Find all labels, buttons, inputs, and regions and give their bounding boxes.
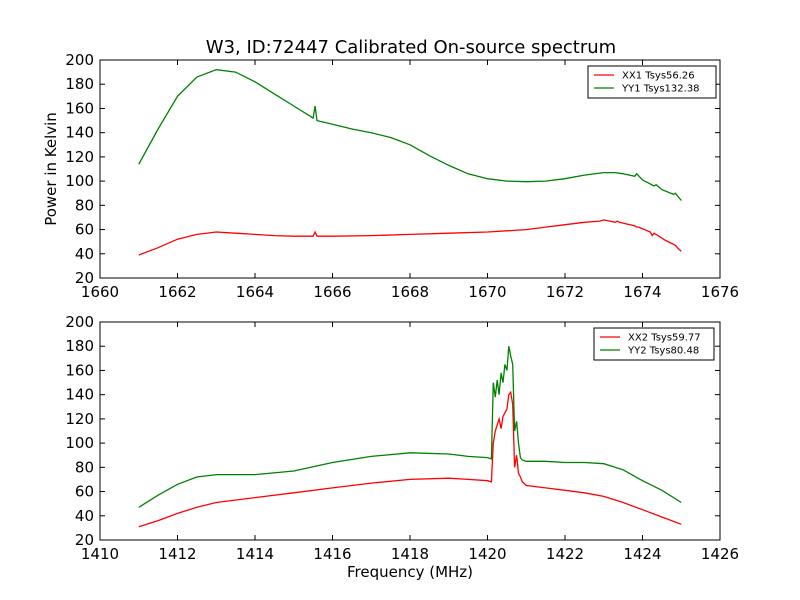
y-tick-label: 80 <box>75 458 94 476</box>
x-tick-label: 1664 <box>236 283 274 301</box>
legend-label: XX1 Tsys56.26 <box>622 71 695 82</box>
x-tick-label: 1676 <box>701 283 739 301</box>
legend-box <box>587 65 717 99</box>
y-tick-label: 40 <box>75 245 94 263</box>
x-axis-label: Frequency (MHz) <box>347 563 473 581</box>
x-tick-label: 1426 <box>701 545 739 563</box>
x-tick-label: 1416 <box>313 545 351 563</box>
series-line-bottom-1 <box>138 390 682 528</box>
x-tick-label: 1412 <box>158 545 196 563</box>
y-tick-label: 60 <box>75 221 94 239</box>
x-tick-label: 1418 <box>391 545 429 563</box>
y-tick-label: 180 <box>65 337 94 355</box>
x-tick-label: 1422 <box>546 545 584 563</box>
x-tick-label: 1662 <box>158 283 196 301</box>
y-tick-label: 180 <box>65 75 94 93</box>
y-tick-label: 20 <box>75 531 94 549</box>
x-tick-label: 1420 <box>468 545 506 563</box>
x-tick-label: 1414 <box>236 545 274 563</box>
y-tick-label: 140 <box>65 124 94 142</box>
y-tick-label: 120 <box>65 148 94 166</box>
series-line-bottom-2 <box>138 346 682 508</box>
legend-label: XX2 Tsys59.77 <box>628 333 701 344</box>
y-tick-label: 40 <box>75 507 94 525</box>
legend-box <box>593 327 715 361</box>
series-line-top-2 <box>138 69 682 201</box>
y-tick-label: 100 <box>65 172 94 190</box>
figure-title: W3, ID:72447 Calibrated On-source spectr… <box>206 37 616 58</box>
x-tick-label: 1410 <box>81 545 119 563</box>
y-axis-label: Power in Kelvin <box>42 112 60 226</box>
x-tick-label: 1666 <box>313 283 351 301</box>
bottom-spectrum-panel: 1410 1412 1414 1416 1418 1420 1422 1424 1426 20 40… <box>65 313 739 563</box>
x-tick-label: 1668 <box>391 283 429 301</box>
y-tick-label: 20 <box>75 269 94 287</box>
x-tick-label: 1670 <box>468 283 506 301</box>
legend-label: YY1 Tsys132.38 <box>621 84 700 95</box>
series-line-top-1 <box>138 219 682 256</box>
y-tick-label: 140 <box>65 386 94 404</box>
y-tick-label: 160 <box>65 361 94 379</box>
legend-label: YY2 Tsys80.48 <box>627 346 699 357</box>
x-tick-label: 1672 <box>546 283 584 301</box>
y-tick-label: 60 <box>75 483 94 501</box>
y-tick-label: 160 <box>65 99 94 117</box>
y-tick-label: 200 <box>65 51 94 69</box>
x-tick-label: 1660 <box>81 283 119 301</box>
y-tick-label: 120 <box>65 410 94 428</box>
top-spectrum-panel: 1660 1662 1664 1666 1668 1670 1672 1674 1676 20 40… <box>65 51 739 301</box>
y-tick-label: 200 <box>65 313 94 331</box>
x-tick-label: 1424 <box>623 545 661 563</box>
y-tick-label: 80 <box>75 196 94 214</box>
y-tick-label: 100 <box>65 434 94 452</box>
x-tick-label: 1674 <box>623 283 661 301</box>
